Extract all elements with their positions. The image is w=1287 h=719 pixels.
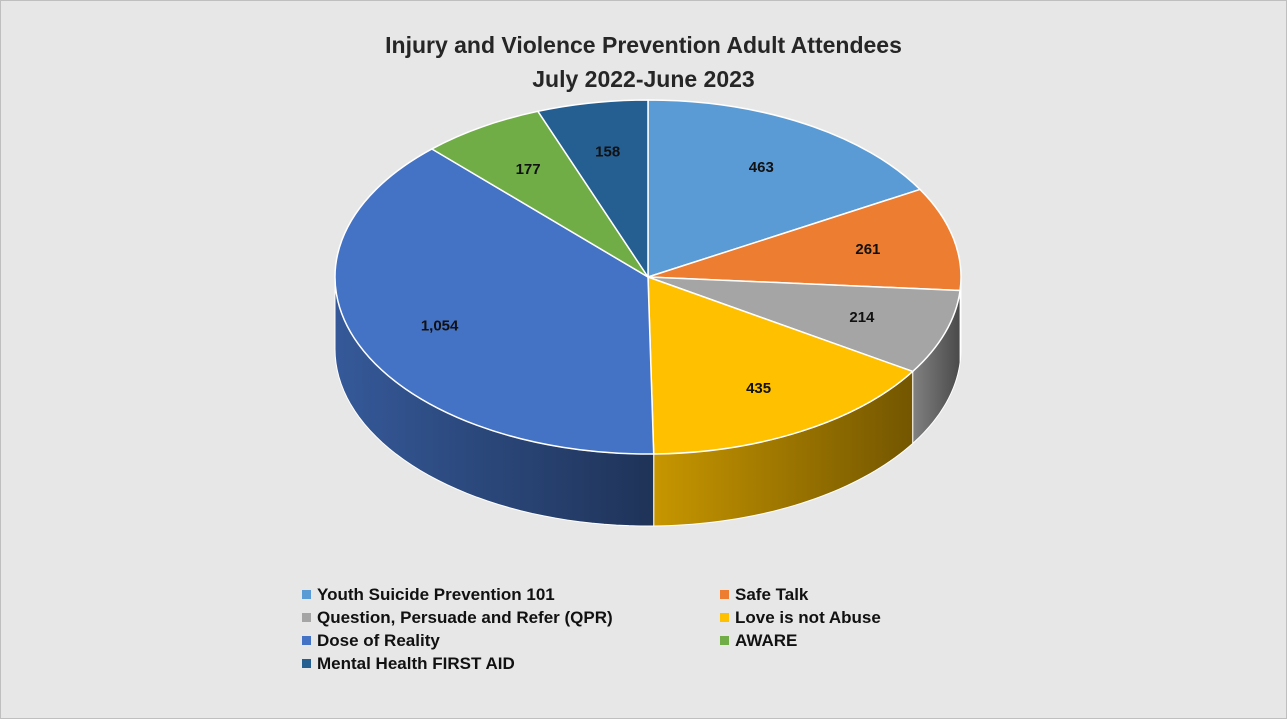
legend-label: Mental Health FIRST AID <box>317 653 515 673</box>
data-label-0: 463 <box>749 159 774 176</box>
legend-label: Youth Suicide Prevention 101 <box>317 584 555 604</box>
legend-swatch <box>302 636 311 645</box>
legend-swatch <box>720 590 729 599</box>
pie-slice-6[interactable] <box>536 99 649 280</box>
data-label-6: 158 <box>595 144 620 161</box>
chart-subtitle: July 2022-June 2023 <box>532 66 755 92</box>
chart-title: Injury and Violence Prevention Adult Att… <box>0 28 1287 96</box>
pie-slice-5[interactable] <box>430 110 649 278</box>
legend-label: Love is not Abuse <box>735 607 881 627</box>
legend-item-5: AWARE <box>720 629 1020 652</box>
legend-swatch <box>720 613 729 622</box>
legend-label: AWARE <box>735 630 798 650</box>
pie-slice-0[interactable] <box>647 99 922 279</box>
legend-swatch <box>302 590 311 599</box>
legend-label: Question, Persuade and Refer (QPR) <box>317 607 613 627</box>
pie-slices <box>334 99 962 455</box>
legend-swatch <box>302 613 311 622</box>
legend-label: Dose of Reality <box>317 630 440 650</box>
legend-item-6: Mental Health FIRST AID <box>302 652 720 675</box>
pie-slice-3[interactable] <box>647 275 915 455</box>
pie-slice-2[interactable] <box>647 276 961 373</box>
data-label-3: 435 <box>746 380 771 397</box>
legend-item-3: Love is not Abuse <box>720 606 1020 629</box>
legend-swatch <box>302 659 311 668</box>
data-label-2: 214 <box>849 309 875 326</box>
legend-item-1: Safe Talk <box>720 583 1020 606</box>
pie-data-labels: 463 261 214 435 1,054 177 158 <box>421 144 881 397</box>
data-label-4: 1,054 <box>421 318 459 335</box>
legend-item-4: Dose of Reality <box>302 629 720 652</box>
legend-label: Safe Talk <box>735 584 809 604</box>
chart-legend: Youth Suicide Prevention 101 Safe Talk Que… <box>302 583 1022 675</box>
legend-item-2: Question, Persuade and Refer (QPR) <box>302 606 720 629</box>
pie-slice-4[interactable] <box>334 148 655 455</box>
chart-title-line-1: Injury and Violence Prevention Adult Att… <box>385 32 902 58</box>
pie-slice-1[interactable] <box>647 188 962 292</box>
legend-swatch <box>720 636 729 645</box>
legend-item-0: Youth Suicide Prevention 101 <box>302 583 720 606</box>
data-label-5: 177 <box>516 161 541 178</box>
data-label-1: 261 <box>855 241 880 258</box>
